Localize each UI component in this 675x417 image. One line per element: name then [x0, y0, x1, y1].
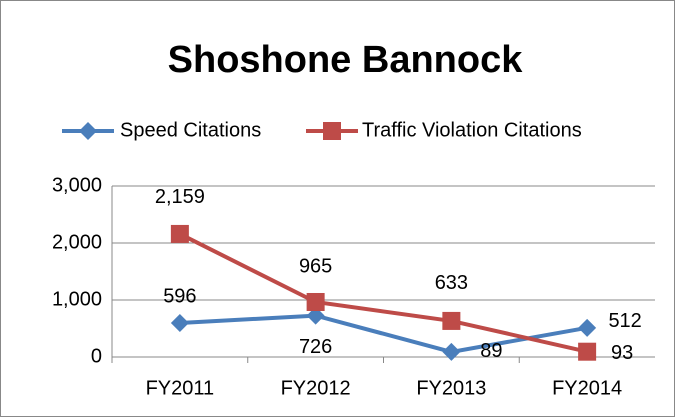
data-point: [578, 318, 597, 337]
legend-marker: [323, 122, 341, 140]
y-tick-label: 1,000: [52, 288, 102, 310]
data-label: 633: [435, 272, 468, 294]
series-line: [179, 313, 588, 354]
data-point: [170, 314, 189, 333]
data-point: [306, 306, 325, 325]
data-label: 2,159: [155, 186, 205, 208]
y-tick-label: 2,000: [52, 231, 102, 253]
x-tick-label: FY2011: [146, 377, 215, 399]
data-label: 726: [299, 336, 332, 358]
x-tick-label: FY2014: [552, 377, 622, 399]
data-label: 89: [480, 340, 502, 362]
data-point: [442, 342, 461, 361]
data-point: [442, 311, 461, 330]
legend-label: Traffic Violation Citations: [362, 119, 582, 141]
data-label: 965: [299, 255, 332, 277]
legend-marker: [79, 122, 97, 140]
chart-title: Shoshone Bannock: [168, 39, 524, 81]
data-label: 596: [163, 285, 196, 307]
data-point: [306, 292, 325, 311]
data-label: 512: [608, 310, 641, 332]
legend-label: Speed Citations: [120, 119, 261, 141]
x-tick-label: FY2012: [281, 377, 351, 399]
data-label: 93: [611, 342, 633, 364]
data-point: [170, 224, 189, 243]
y-tick-label: 3,000: [52, 174, 102, 196]
series-line: [178, 232, 588, 354]
y-tick-label: 0: [91, 345, 102, 367]
data-point: [578, 342, 597, 361]
x-tick-label: FY2013: [416, 377, 486, 399]
